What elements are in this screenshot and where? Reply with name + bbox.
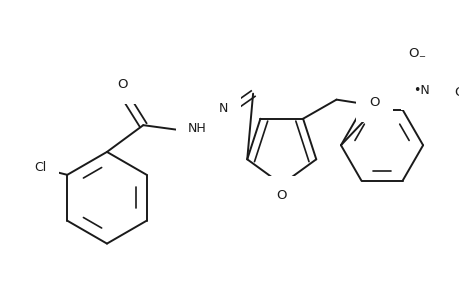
Text: −: −	[417, 52, 424, 61]
Text: O: O	[276, 189, 286, 202]
Text: •N: •N	[412, 84, 429, 97]
Text: O: O	[453, 86, 459, 99]
Text: O: O	[117, 78, 127, 91]
Text: Cl: Cl	[34, 161, 46, 174]
Text: O: O	[407, 47, 417, 60]
Text: NH: NH	[188, 122, 207, 134]
Text: N: N	[218, 102, 228, 116]
Text: O: O	[369, 96, 379, 109]
